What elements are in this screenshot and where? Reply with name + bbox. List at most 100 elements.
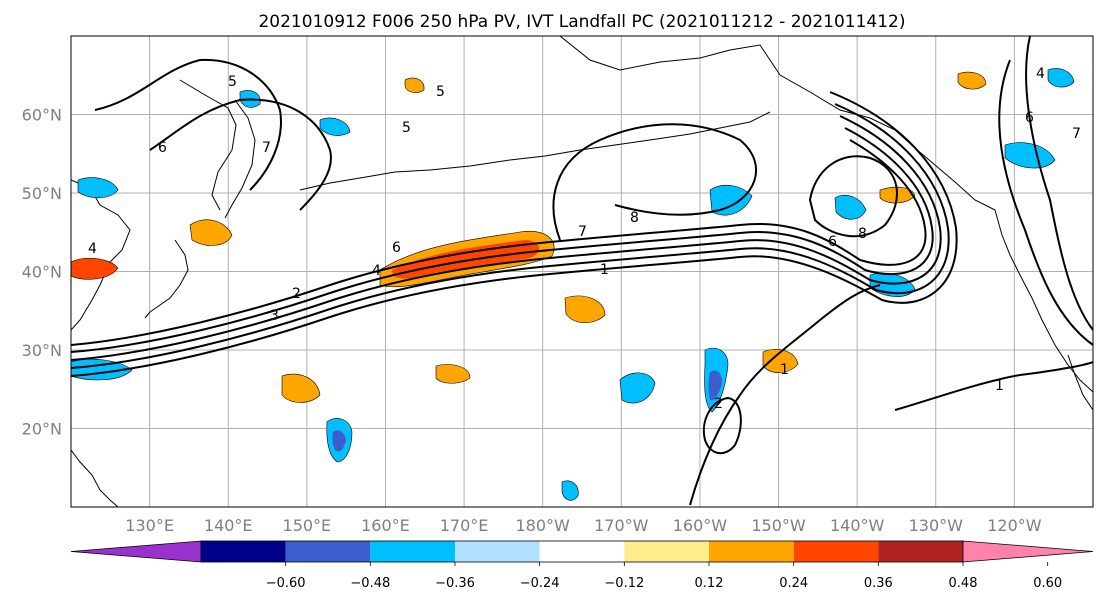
coastline-alaska bbox=[559, 36, 996, 211]
positive-anomaly-center bbox=[564, 295, 606, 324]
longitude-tick-labels: 130°E 140°E 150°E 160°E 170°E 180°W 170°W 160°W… bbox=[125, 516, 1041, 535]
positive-anomaly-subtropical-2 bbox=[435, 364, 471, 384]
contour-label: 4 bbox=[88, 241, 97, 257]
map-panel: 5 5 5 6 6 7 7 4 4 3 2 1 8 8 6 1 1 2 4 7 … bbox=[70, 35, 1094, 508]
colorbar-swatch bbox=[539, 541, 625, 562]
positive-anomaly-subtropical-1 bbox=[281, 373, 321, 403]
lon-tick-label: 160°W bbox=[673, 516, 728, 535]
contour-2 bbox=[71, 127, 934, 353]
lat-tick-label: 60°N bbox=[22, 106, 62, 125]
negative-anomaly-northeast bbox=[1047, 68, 1075, 88]
colorbar-tick-label: −0.36 bbox=[435, 576, 475, 591]
positive-anomaly-japan bbox=[189, 219, 233, 246]
negative-anomaly-subtropical-2 bbox=[619, 372, 656, 404]
lon-tick-label: 130°E bbox=[125, 516, 174, 535]
contour-4 bbox=[71, 103, 950, 369]
colorbar-tick-label: 0.24 bbox=[779, 576, 808, 591]
lon-tick-label: 170°W bbox=[594, 516, 649, 535]
colorbar-swatch bbox=[285, 541, 371, 562]
negative-anomaly-south bbox=[561, 480, 579, 501]
latitude-tick-labels: 20°N 30°N 40°N 50°N 60°N bbox=[22, 106, 62, 439]
colorbar-tick-label: −0.12 bbox=[604, 576, 644, 591]
contour-low-gulf bbox=[808, 155, 898, 238]
coastline-okhotsk bbox=[179, 79, 237, 211]
lon-tick-label: 120°W bbox=[987, 516, 1042, 535]
contour-label: 6 bbox=[1025, 110, 1034, 126]
contour-northwest-1 bbox=[94, 58, 282, 191]
colorbar-swatch bbox=[201, 541, 286, 562]
contour-5 bbox=[71, 91, 958, 377]
colorbar-tick-label: 0.36 bbox=[864, 576, 893, 591]
contour-label: 7 bbox=[1072, 126, 1081, 142]
colorbar-tick-label: −0.48 bbox=[350, 576, 390, 591]
colorbar: −0.60 −0.48 −0.36 −0.24 −0.12 0.12 0.24 0.36 0.4… bbox=[70, 540, 1094, 591]
colorbar-swatch bbox=[878, 541, 963, 562]
colorbar-swatches bbox=[70, 540, 1094, 563]
contour-label: 1 bbox=[600, 262, 609, 278]
contour-label: 2 bbox=[714, 396, 723, 412]
contour-label: 7 bbox=[578, 224, 587, 240]
coastline-baja bbox=[1067, 354, 1093, 411]
colorbar-swatch bbox=[370, 541, 455, 562]
coastline-asia bbox=[71, 179, 131, 331]
positive-anomaly-north-1 bbox=[404, 77, 425, 93]
lon-tick-label: 130°W bbox=[909, 516, 964, 535]
lat-tick-label: 50°N bbox=[22, 184, 62, 203]
contour-east-3 bbox=[998, 59, 1093, 346]
contour-label: 5 bbox=[436, 84, 445, 100]
contour-label: 1 bbox=[780, 362, 789, 378]
contour-ridge-north bbox=[552, 123, 758, 241]
colorbar-swatch bbox=[624, 541, 709, 562]
shaded-pv-anomalies bbox=[71, 68, 1075, 501]
negative-anomaly-subtropical-1-core bbox=[332, 430, 346, 452]
contour-label: 5 bbox=[402, 120, 411, 136]
colorbar-tick-label: 0.48 bbox=[949, 576, 978, 591]
lat-tick-label: 30°N bbox=[22, 341, 62, 360]
lat-tick-label: 20°N bbox=[22, 420, 62, 439]
colorbar-swatch bbox=[455, 541, 540, 562]
positive-anomaly-jet-core bbox=[392, 240, 540, 279]
lon-tick-label: 140°W bbox=[830, 516, 885, 535]
contour-northwest-2 bbox=[149, 98, 332, 211]
contour-label: 1 bbox=[995, 378, 1004, 394]
contour-label: 8 bbox=[858, 226, 867, 242]
contour-1 bbox=[71, 139, 927, 346]
contour-label: 6 bbox=[158, 140, 167, 156]
negative-anomaly-aleutian bbox=[709, 184, 753, 216]
ivt-contours bbox=[71, 36, 1093, 506]
lat-tick-label: 40°N bbox=[22, 263, 62, 282]
contour-label: 5 bbox=[228, 74, 237, 90]
contour-3 bbox=[71, 115, 942, 361]
negative-anomaly-hawaii-core bbox=[708, 370, 722, 401]
positive-anomaly-north-2 bbox=[957, 71, 987, 90]
contour-labels: 5 5 5 6 6 7 7 4 4 3 2 1 8 8 6 1 1 2 4 7 … bbox=[88, 66, 1081, 412]
coastline-philippines bbox=[71, 449, 119, 507]
contour-east-2 bbox=[1025, 36, 1093, 331]
colorbar-tick-label: −0.24 bbox=[520, 576, 560, 591]
contour-label: 4 bbox=[1036, 66, 1045, 82]
contour-label: 7 bbox=[262, 140, 271, 156]
negative-anomaly-east-2 bbox=[834, 195, 867, 220]
colorbar-extend-min bbox=[70, 540, 202, 563]
contour-south-loop bbox=[702, 396, 742, 455]
map-frame bbox=[70, 35, 1094, 508]
colorbar-tick-label: 0.60 bbox=[1033, 576, 1062, 591]
contour-label: 4 bbox=[372, 263, 381, 279]
lon-tick-label: 180°W bbox=[516, 516, 571, 535]
negative-anomaly-north-2 bbox=[319, 117, 351, 136]
contour-label: 8 bbox=[630, 210, 639, 226]
coastline-kamchatka bbox=[224, 99, 256, 219]
negative-anomaly-east-3 bbox=[1004, 142, 1056, 169]
lon-tick-label: 140°E bbox=[204, 516, 253, 535]
positive-anomaly-west-edge bbox=[71, 257, 119, 280]
contour-label: 6 bbox=[828, 234, 837, 250]
lon-tick-label: 150°E bbox=[283, 516, 332, 535]
colorbar-tick-label: −0.60 bbox=[266, 576, 306, 591]
coastline-aleutians bbox=[299, 111, 771, 191]
lon-tick-label: 150°W bbox=[751, 516, 806, 535]
colorbar-swatch bbox=[709, 541, 794, 562]
contour-east-1 bbox=[894, 361, 1093, 411]
colorbar-extend-max bbox=[962, 540, 1094, 563]
colorbar-swatch bbox=[793, 541, 879, 562]
contour-south-trough bbox=[689, 284, 881, 506]
